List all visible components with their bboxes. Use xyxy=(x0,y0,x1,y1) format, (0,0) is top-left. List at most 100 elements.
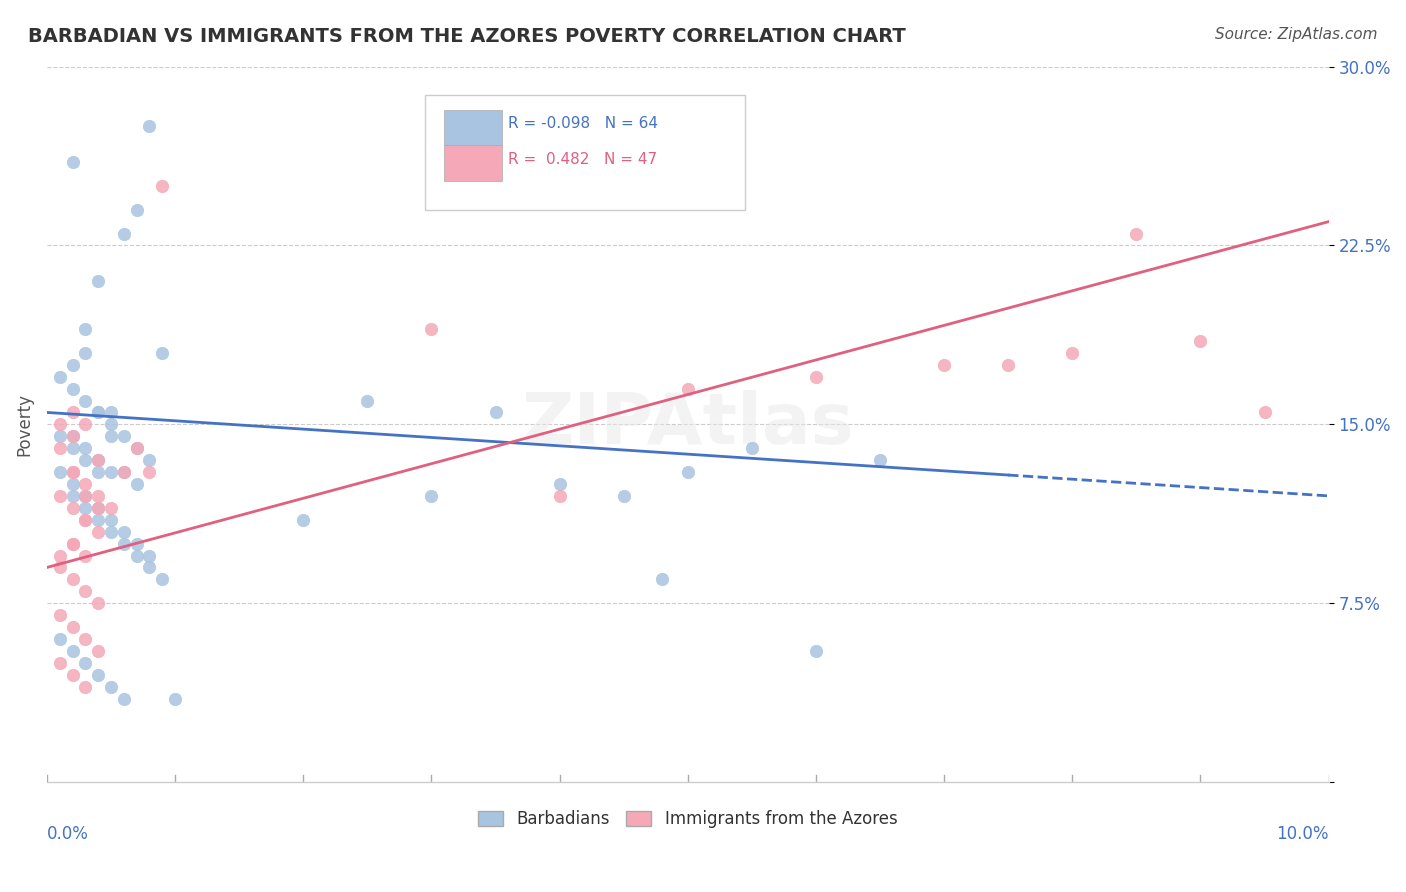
Point xyxy=(150,178,173,193)
Point xyxy=(62,620,84,634)
Point xyxy=(75,549,97,563)
Point xyxy=(48,560,70,574)
Point xyxy=(548,489,571,503)
Point xyxy=(112,227,135,241)
Point xyxy=(75,453,97,467)
Point xyxy=(87,500,110,515)
Point xyxy=(62,358,84,372)
Point xyxy=(613,489,636,503)
Point xyxy=(48,549,70,563)
Point xyxy=(87,524,110,539)
Point xyxy=(75,441,97,455)
Point xyxy=(87,274,110,288)
Point xyxy=(1062,346,1084,360)
FancyBboxPatch shape xyxy=(425,95,745,210)
Point xyxy=(125,441,148,455)
Point xyxy=(676,465,699,479)
Text: ZIPAtlas: ZIPAtlas xyxy=(522,390,853,458)
Point xyxy=(138,453,160,467)
Point xyxy=(62,536,84,550)
Point xyxy=(150,346,173,360)
Point xyxy=(356,393,378,408)
Point xyxy=(804,644,827,658)
Point xyxy=(420,489,443,503)
Y-axis label: Poverty: Poverty xyxy=(15,392,32,456)
Point xyxy=(48,489,70,503)
Point xyxy=(48,417,70,432)
Point xyxy=(420,322,443,336)
Point xyxy=(112,465,135,479)
Point xyxy=(87,667,110,681)
Point xyxy=(62,667,84,681)
Point xyxy=(75,584,97,599)
Point xyxy=(75,489,97,503)
Text: Source: ZipAtlas.com: Source: ZipAtlas.com xyxy=(1215,27,1378,42)
Point xyxy=(100,405,122,419)
Point xyxy=(75,656,97,670)
Point xyxy=(112,536,135,550)
FancyBboxPatch shape xyxy=(444,110,502,145)
Point xyxy=(87,453,110,467)
Legend: Barbadians, Immigrants from the Azores: Barbadians, Immigrants from the Azores xyxy=(471,804,904,835)
Point xyxy=(62,536,84,550)
Point xyxy=(48,369,70,384)
Point xyxy=(62,465,84,479)
Point xyxy=(112,524,135,539)
Point xyxy=(932,358,955,372)
Point xyxy=(125,202,148,217)
Point xyxy=(62,405,84,419)
Point xyxy=(75,393,97,408)
Point xyxy=(75,417,97,432)
Point xyxy=(75,632,97,646)
Point xyxy=(150,573,173,587)
Point xyxy=(62,573,84,587)
Point xyxy=(75,500,97,515)
Point xyxy=(62,429,84,443)
Point xyxy=(1253,405,1275,419)
Point xyxy=(87,465,110,479)
Point xyxy=(48,608,70,623)
Point xyxy=(62,382,84,396)
Point xyxy=(138,560,160,574)
Point xyxy=(75,513,97,527)
Point xyxy=(62,644,84,658)
Point xyxy=(87,489,110,503)
Point xyxy=(138,465,160,479)
Point xyxy=(62,441,84,455)
Point xyxy=(676,382,699,396)
Text: 0.0%: 0.0% xyxy=(46,825,89,843)
Point xyxy=(869,453,891,467)
Point xyxy=(62,500,84,515)
Point xyxy=(125,549,148,563)
Point xyxy=(75,513,97,527)
Point xyxy=(100,680,122,694)
Point xyxy=(292,513,315,527)
Point xyxy=(62,429,84,443)
Point xyxy=(112,465,135,479)
Point xyxy=(87,453,110,467)
Point xyxy=(87,513,110,527)
Point xyxy=(48,465,70,479)
Text: R = -0.098   N = 64: R = -0.098 N = 64 xyxy=(509,116,658,131)
Point xyxy=(804,369,827,384)
Point xyxy=(125,441,148,455)
Point xyxy=(741,441,763,455)
Point xyxy=(75,489,97,503)
Point xyxy=(87,596,110,610)
Point xyxy=(997,358,1019,372)
Point xyxy=(62,465,84,479)
Point xyxy=(484,405,506,419)
Point xyxy=(548,477,571,491)
Point xyxy=(1189,334,1212,348)
Point xyxy=(651,573,673,587)
Point xyxy=(62,489,84,503)
Point xyxy=(100,513,122,527)
Point xyxy=(48,632,70,646)
Point xyxy=(100,465,122,479)
Point xyxy=(125,536,148,550)
Point xyxy=(112,691,135,706)
Point xyxy=(100,417,122,432)
Point xyxy=(62,477,84,491)
Point xyxy=(75,680,97,694)
Point xyxy=(165,691,187,706)
